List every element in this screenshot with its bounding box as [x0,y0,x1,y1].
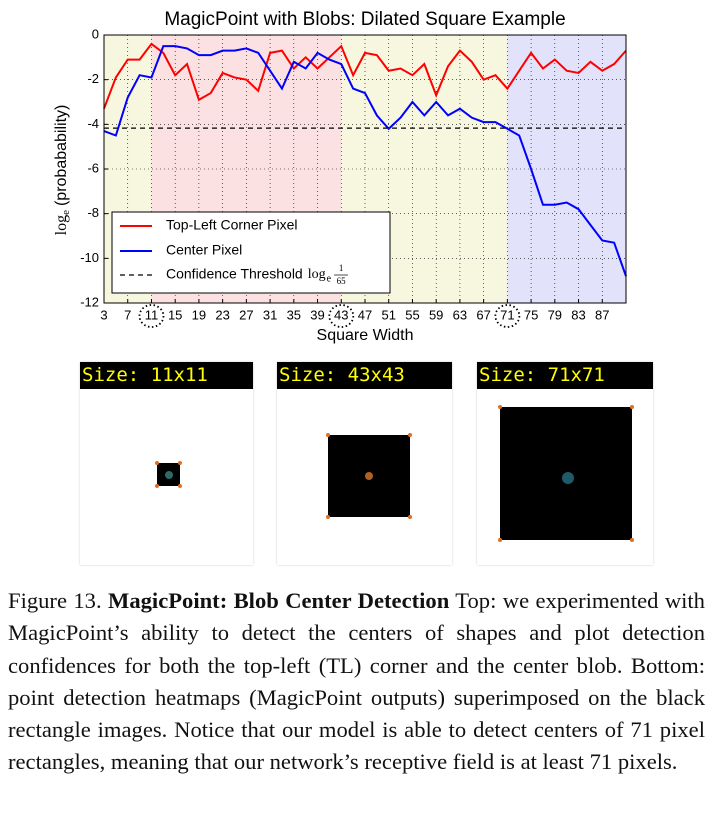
y-label-fn: log [53,215,70,235]
x-tick-label: 67 [476,307,490,322]
chart: MagicPoint with Blobs: Dilated Square Ex… [53,9,627,344]
legend-math: 1 [339,263,344,273]
corner [178,461,182,465]
x-tick-label: 75 [524,307,538,322]
caption-bold: MagicPoint: Blob Center Detection [108,588,450,613]
panel: Size: 11x11 [80,362,253,565]
x-tick-label: 31 [263,307,277,322]
x-tick-label: 47 [358,307,372,322]
corner [630,538,634,542]
legend-math: e [327,273,332,284]
corner [408,433,412,437]
corner [630,405,634,409]
x-tick-label: 7 [124,307,131,322]
legend-math: log [308,267,326,282]
chart-title: MagicPoint with Blobs: Dilated Square Ex… [164,9,565,30]
plot-frame [103,34,627,304]
caption: Figure 13. MagicPoint: Blob Center Detec… [8,585,705,779]
y-tick-label: -12 [80,294,99,309]
x-tick-label: 51 [381,307,395,322]
y-tick-label: -4 [87,116,99,131]
x-tick-label: 19 [192,307,206,322]
corner [498,405,502,409]
panel: Size: 43x43 [277,362,452,565]
data-line [103,45,627,277]
legend: Top-Left Corner Pixel Center Pixel Confide… [111,211,391,294]
y-tick-label: -10 [80,250,99,265]
tick-highlight [494,304,521,328]
corner [326,515,330,519]
y-tick-label: -8 [87,205,99,220]
corner [178,484,182,488]
x-tick-label: 39 [310,307,324,322]
heatmap [365,472,373,480]
y-axis-label: loge (probabability) [53,105,72,236]
x-tick-label: 15 [168,307,182,322]
data-line [103,42,627,110]
corner [408,515,412,519]
legend-box [111,211,391,294]
heatmap [165,471,173,479]
region [507,35,626,303]
x-tick-label: 83 [571,307,585,322]
heatmap [562,472,574,484]
caption-text: Top: we experimented with MagicPoint’s a… [8,588,705,775]
panel-label: Size: 11x11 [80,362,253,389]
x-tick-label: 27 [239,307,253,322]
tick-highlight [328,304,355,328]
corner [498,538,502,542]
panel-label: Size: 43x43 [277,362,452,389]
caption-prefix: Figure 13. [8,588,102,613]
x-tick-label: 43 [334,307,348,322]
x-tick-label: 23 [215,307,229,322]
legend-math: 65 [337,276,347,286]
x-tick-label: 59 [429,307,443,322]
y-tick-label: -6 [87,160,99,175]
x-tick-label: 71 [500,307,514,322]
x-tick-label: 55 [405,307,419,322]
panel: Size: 71x71 [477,362,653,565]
tick-highlight [138,304,165,328]
x-tick-label: 87 [595,307,609,322]
y-label-text: (probabability) [53,105,70,206]
x-tick-label: 11 [145,307,159,322]
corner [155,484,159,488]
legend-label: Confidence Threshold [166,266,303,282]
corner [155,461,159,465]
y-tick-label: -2 [87,71,99,86]
x-axis-label: Square Width [317,327,414,344]
corner [326,433,330,437]
x-tick-label: 63 [453,307,467,322]
x-tick-label: 35 [287,307,301,322]
y-label-sub: e [60,210,72,215]
x-tick-label: 79 [548,307,562,322]
y-tick-label: 0 [92,26,99,41]
x-tick-label: 3 [100,307,107,322]
legend-label: Top-Left Corner Pixel [166,217,298,233]
legend-label: Center Pixel [166,242,242,258]
panel-label: Size: 71x71 [477,362,653,389]
